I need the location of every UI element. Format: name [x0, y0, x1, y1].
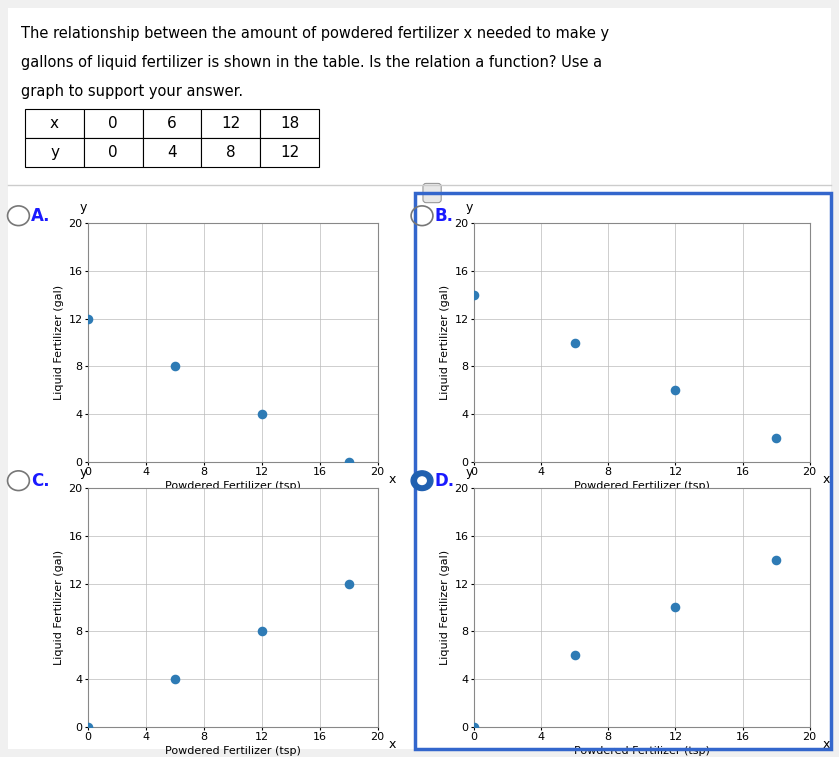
Bar: [260, 138, 319, 167]
Text: The relationship between the amount of powdered fertilizer x needed to make y: The relationship between the amount of p…: [21, 26, 609, 42]
Bar: [84, 109, 143, 138]
Point: [341, 456, 355, 468]
Text: y: y: [466, 201, 472, 213]
X-axis label: Powdered Fertilizer (tsp): Powdered Fertilizer (tsp): [574, 481, 710, 491]
Text: D.: D.: [435, 472, 455, 490]
Text: x: x: [823, 738, 831, 751]
Point: [255, 408, 268, 420]
Text: y: y: [80, 466, 87, 478]
Text: gallons of liquid fertilizer is shown in the table. Is the relation a function? : gallons of liquid fertilizer is shown in…: [21, 55, 602, 70]
Y-axis label: Liquid Fertilizer (gal): Liquid Fertilizer (gal): [440, 550, 451, 665]
Bar: [25, 109, 84, 138]
Text: 0: 0: [108, 116, 118, 131]
Text: 12: 12: [280, 145, 299, 160]
Text: x: x: [389, 473, 397, 486]
Text: y: y: [466, 466, 472, 478]
Point: [341, 578, 355, 590]
Bar: [143, 138, 201, 167]
Y-axis label: Liquid Fertilizer (gal): Liquid Fertilizer (gal): [55, 285, 65, 400]
Text: 12: 12: [221, 116, 240, 131]
Bar: [201, 138, 260, 167]
Y-axis label: Liquid Fertilizer (gal): Liquid Fertilizer (gal): [55, 550, 65, 665]
Text: 8: 8: [226, 145, 236, 160]
Text: C.: C.: [31, 472, 50, 490]
X-axis label: Powdered Fertilizer (tsp): Powdered Fertilizer (tsp): [165, 746, 300, 756]
Text: 18: 18: [280, 116, 299, 131]
Text: graph to support your answer.: graph to support your answer.: [21, 84, 243, 99]
Text: 0: 0: [108, 145, 118, 160]
Text: y: y: [80, 201, 87, 213]
X-axis label: Powdered Fertilizer (tsp): Powdered Fertilizer (tsp): [165, 481, 300, 491]
Text: y: y: [50, 145, 59, 160]
Point: [81, 721, 95, 733]
Text: x: x: [823, 473, 831, 486]
Bar: [201, 109, 260, 138]
Point: [255, 625, 268, 637]
Point: [669, 384, 682, 396]
Text: A.: A.: [31, 207, 50, 225]
Text: x: x: [389, 738, 397, 751]
Text: 4: 4: [167, 145, 177, 160]
Text: B.: B.: [435, 207, 454, 225]
Point: [568, 336, 581, 348]
Text: ···: ···: [426, 186, 438, 200]
Point: [769, 554, 783, 566]
X-axis label: Powdered Fertilizer (tsp): Powdered Fertilizer (tsp): [574, 746, 710, 756]
Point: [769, 431, 783, 444]
Point: [568, 649, 581, 662]
Point: [669, 601, 682, 613]
Bar: [260, 109, 319, 138]
Point: [168, 673, 181, 685]
Point: [467, 288, 481, 301]
Point: [81, 313, 95, 325]
Bar: [25, 138, 84, 167]
Text: 6: 6: [167, 116, 177, 131]
Bar: [84, 138, 143, 167]
Bar: [143, 109, 201, 138]
Point: [168, 360, 181, 372]
Point: [467, 721, 481, 733]
Y-axis label: Liquid Fertilizer (gal): Liquid Fertilizer (gal): [440, 285, 451, 400]
Text: x: x: [50, 116, 59, 131]
